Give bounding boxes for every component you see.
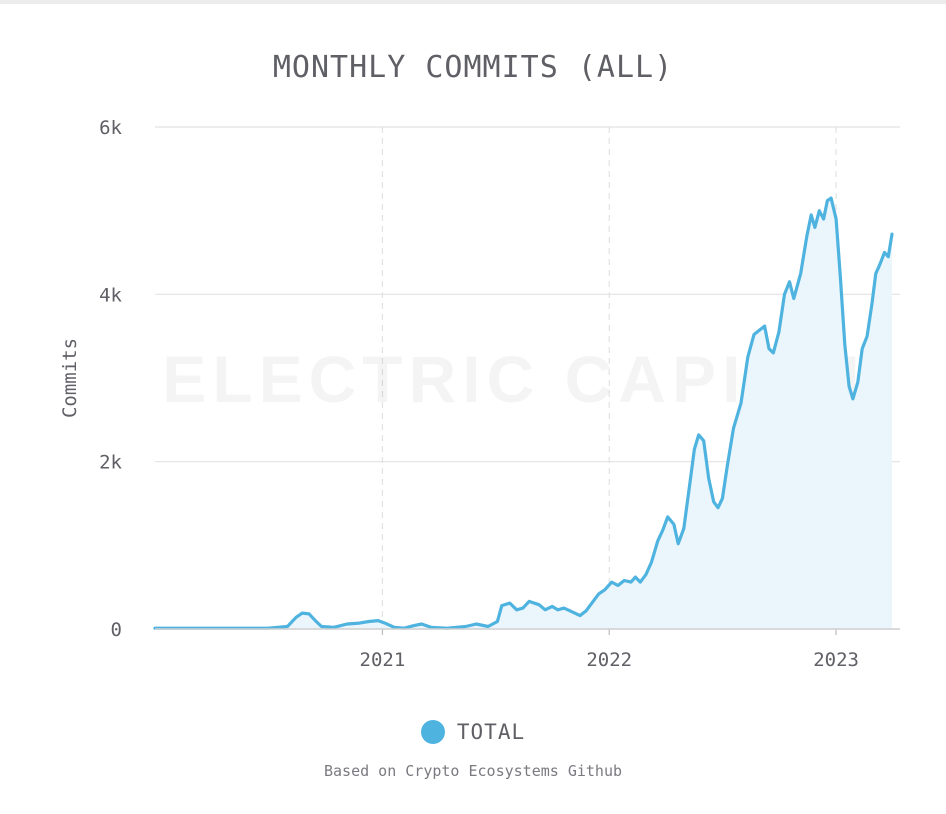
series-area-total	[155, 198, 892, 629]
y-tick-label: 6k	[99, 117, 122, 139]
x-tick-label: 2023	[813, 649, 859, 671]
axis-layer: 0 2k 4k 6k 2021 2022 2023	[99, 117, 900, 671]
top-divider	[0, 0, 946, 4]
series-line-total	[153, 196, 894, 630]
chart-title: MONTHLY COMMITS (ALL)	[272, 50, 674, 85]
area-layer	[153, 196, 894, 630]
y-axis-label: Commits	[59, 338, 81, 418]
y-tick-label: 4k	[99, 284, 122, 306]
legend-swatch-total[interactable]	[420, 720, 445, 744]
y-tick-label: 0	[111, 619, 122, 641]
x-tick-label: 2021	[360, 649, 406, 671]
legend-label-total[interactable]: TOTAL	[456, 720, 526, 744]
legend: TOTAL	[0, 720, 946, 744]
source-note: Based on Crypto Ecosystems Github	[323, 762, 622, 780]
y-tick-label: 2k	[99, 452, 122, 474]
x-tick-label: 2022	[586, 649, 632, 671]
